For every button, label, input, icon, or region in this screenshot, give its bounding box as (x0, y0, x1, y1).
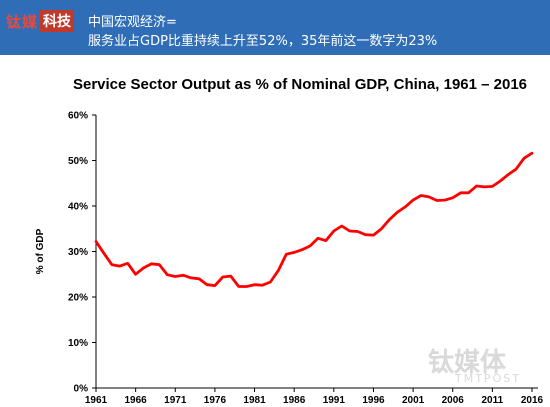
data-point (428, 196, 430, 198)
data-point (261, 284, 264, 287)
data-point (507, 173, 510, 176)
data-point (388, 218, 391, 221)
data-point (269, 281, 272, 283)
brand-logo-badge: 科技 (40, 10, 75, 32)
data-point (309, 245, 311, 247)
data-point (515, 168, 517, 171)
data-point (332, 230, 335, 232)
data-point (459, 191, 462, 194)
data-point (182, 274, 185, 277)
data-point (491, 185, 494, 188)
y-tick-label: 50% (68, 156, 88, 167)
data-point (380, 227, 383, 230)
data-point (206, 283, 208, 286)
data-point (475, 185, 478, 187)
x-tick-label: 1996 (362, 395, 385, 406)
data-point (443, 199, 446, 202)
data-point (436, 199, 438, 202)
x-tick-label: 1981 (243, 395, 266, 406)
data-point (340, 225, 343, 227)
data-point (126, 262, 129, 265)
data-point (118, 265, 121, 267)
brand-logo-text: 钛媒 (6, 12, 39, 31)
data-point (142, 267, 145, 269)
data-point (214, 284, 216, 287)
data-point (103, 252, 105, 255)
data-point (364, 233, 367, 236)
data-point (372, 234, 375, 237)
data-point (245, 285, 248, 288)
y-tick-label: 30% (68, 247, 88, 258)
data-point (293, 251, 296, 254)
data-point (277, 269, 280, 272)
data-point (499, 180, 502, 182)
data-point (404, 206, 407, 208)
data-point (95, 240, 97, 243)
data-point (483, 186, 486, 188)
banner-headline: 中国宏观经济= (88, 15, 177, 30)
watermark: 钛媒体 (428, 348, 507, 378)
data-point (396, 211, 399, 214)
y-tick-label: 10% (68, 338, 88, 349)
y-tick-label: 20% (68, 293, 88, 304)
watermark-subtext: TMTPOST (455, 372, 521, 385)
x-tick-label: 1976 (204, 395, 227, 406)
data-point (190, 277, 193, 279)
data-point (523, 157, 525, 160)
data-point (111, 263, 113, 266)
x-tick-label: 2001 (402, 395, 425, 406)
y-tick-label: 40% (68, 202, 88, 213)
data-point (237, 285, 240, 288)
x-tick-label: 1991 (323, 395, 346, 406)
data-point (253, 283, 256, 286)
data-point (412, 199, 414, 202)
y-tick-label: 60% (68, 111, 88, 122)
data-point (356, 230, 359, 233)
data-point (134, 273, 137, 276)
data-point (198, 277, 201, 280)
data-point (221, 276, 224, 278)
brand-logo: 钛媒 科技 (6, 10, 75, 32)
header-banner: 钛媒 科技 中国宏观经济= 服务业占GDP比重持续上升至52%，35年前这一数字… (0, 0, 550, 55)
x-tick-label: 1961 (85, 395, 108, 406)
x-tick-label: 2016 (521, 395, 544, 406)
y-axis-label: % of GDP (35, 228, 46, 274)
data-point (166, 273, 169, 276)
data-point (348, 230, 351, 232)
data-point (285, 253, 288, 256)
banner-subheadline: 服务业占GDP比重持续上升至52%，35年前这一数字为23% (88, 34, 438, 49)
data-point (420, 194, 422, 197)
x-tick-label: 1986 (283, 395, 306, 406)
data-point (158, 263, 161, 266)
data-point (531, 152, 533, 155)
x-tick-label: 1971 (164, 395, 187, 406)
data-point (174, 275, 177, 278)
data-point (150, 262, 153, 265)
data-point (301, 248, 303, 251)
data-point (451, 196, 454, 199)
x-tick-label: 2006 (442, 395, 465, 406)
x-tick-label: 1966 (125, 395, 148, 406)
chart-title: Service Sector Output as % of Nominal GD… (72, 76, 528, 93)
y-tick-label: 0% (74, 384, 89, 395)
data-point (325, 239, 327, 242)
data-point (467, 191, 470, 194)
series-line (94, 151, 534, 288)
data-point (229, 275, 232, 277)
x-tick-label: 2011 (482, 395, 504, 406)
data-point (317, 237, 319, 240)
